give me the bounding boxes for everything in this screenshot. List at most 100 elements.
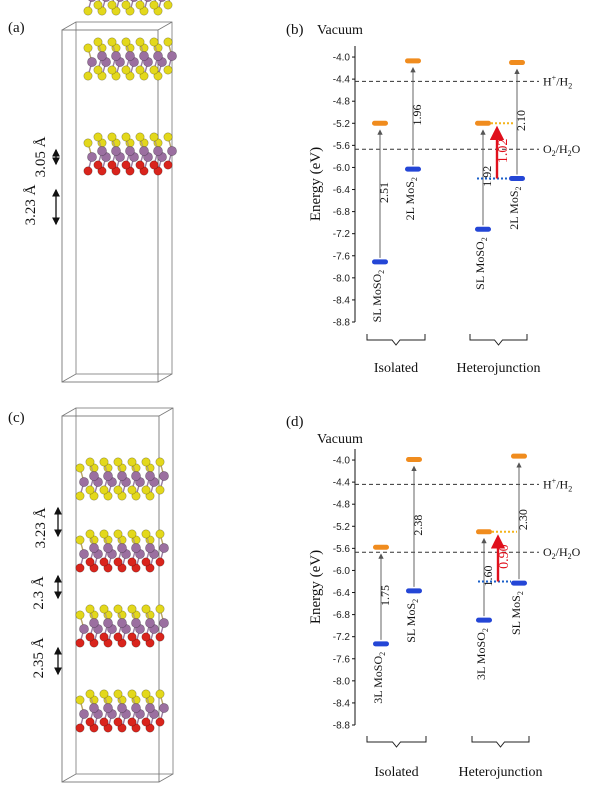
y-tick-label: -8.8 xyxy=(333,721,351,732)
molybdenum-atom xyxy=(117,543,127,553)
sulfur-atom xyxy=(155,457,165,467)
molybdenum-atom xyxy=(79,477,89,487)
sulfur-atom xyxy=(121,132,131,142)
panel-label: (a) xyxy=(8,20,25,36)
material-label: SL MoS2 xyxy=(509,591,525,635)
oxygen-atom xyxy=(127,717,137,727)
bandgap-value: 2.51 xyxy=(377,182,391,203)
sulfur-atom xyxy=(141,457,151,467)
oxygen-atom xyxy=(145,638,155,648)
sulfur-atom xyxy=(139,6,149,16)
unit-cell-edge xyxy=(158,773,174,783)
y-tick-label: -8.4 xyxy=(333,295,351,306)
sulfur-atom xyxy=(99,604,109,614)
unit-cell-edge xyxy=(157,373,173,383)
molybdenum-atom xyxy=(89,543,99,553)
molybdenum-atom xyxy=(125,51,135,61)
sulfur-atom xyxy=(127,485,137,495)
sulfur-atom xyxy=(117,491,127,501)
molybdenum-atom xyxy=(117,618,127,628)
y-tick-label: -5.2 xyxy=(333,522,351,533)
oxygen-atom xyxy=(111,166,121,176)
oxygen-atom xyxy=(89,638,99,648)
molybdenum-atom xyxy=(139,146,149,156)
oxygen-atom xyxy=(145,563,155,573)
material-label: SL MoS2 xyxy=(404,599,420,643)
sulfur-atom xyxy=(113,457,123,467)
y-tick-label: -8.4 xyxy=(333,698,351,709)
y-tick-label: -7.6 xyxy=(333,251,351,262)
structure-panel-c: (c) 3.23 Å 2.3 Å 2.35 Å xyxy=(8,407,174,783)
vbm-level xyxy=(476,617,492,623)
sulfur-atom xyxy=(83,138,93,148)
unit-cell-back xyxy=(75,407,174,775)
oxygen-atom xyxy=(113,632,123,642)
molybdenum-atom xyxy=(111,51,121,61)
y-tick-label: -5.6 xyxy=(333,544,351,555)
oxygen-atom xyxy=(117,723,127,733)
sulfur-atom xyxy=(107,37,117,47)
energy-diagram-d: (d) Vacuum -4.0 -4.4 -4.8 -5.2 -5.6 -6.0 -6.4 -6.… xyxy=(286,414,581,780)
y-tick-label: -6.8 xyxy=(333,610,351,621)
molybdenum-atom xyxy=(89,471,99,481)
oxygen-atom xyxy=(117,563,127,573)
panel-label: (d) xyxy=(286,414,304,430)
molybdenum-atom xyxy=(145,618,155,628)
molybdenum-atom xyxy=(103,543,113,553)
hydrogen-potential-label: H+/H2 xyxy=(543,73,572,90)
sulfur-atom xyxy=(141,529,151,539)
oxygen-atom xyxy=(163,160,173,170)
sulfur-atom xyxy=(149,0,159,10)
sulfur-atom xyxy=(85,689,95,699)
oxygen-atom xyxy=(113,717,123,727)
sulfur-atom xyxy=(113,529,123,539)
vbm-level xyxy=(373,641,389,647)
unit-cell-edge xyxy=(61,373,77,383)
y-tick-label: -6.8 xyxy=(333,207,351,218)
oxygen-atom xyxy=(85,557,95,567)
sulfur-atom xyxy=(135,0,145,10)
oxygen-atom xyxy=(75,638,85,648)
molybdenum-atom xyxy=(117,471,127,481)
sulfur-atom xyxy=(85,604,95,614)
sulfur-atom xyxy=(127,604,137,614)
y-axis-label: Energy (eV) xyxy=(308,147,324,221)
sulfur-atom xyxy=(75,491,85,501)
molybdenum-atom xyxy=(145,471,155,481)
oxygen-atom xyxy=(155,632,165,642)
sulfur-atom xyxy=(97,71,107,81)
sulfur-atom xyxy=(97,6,107,16)
group-label: Isolated xyxy=(374,765,418,780)
oxygen-potential-label: O2/H2O xyxy=(543,545,581,561)
sulfur-atom xyxy=(149,65,159,75)
oxygen-atom xyxy=(139,166,149,176)
bandgap-value: 2.10 xyxy=(514,110,528,131)
oxygen-atom xyxy=(125,166,135,176)
molybdenum-atom xyxy=(89,703,99,713)
oxygen-atom xyxy=(121,160,131,170)
material-label: SL MoSO2 xyxy=(473,237,489,290)
sulfur-atom xyxy=(113,485,123,495)
y-tick-label: -4.0 xyxy=(333,53,351,64)
molybdenum-atom xyxy=(131,703,141,713)
band-offset-value: 0.90 xyxy=(497,544,512,569)
molybdenum-atom xyxy=(87,57,97,67)
molybdenum-atom xyxy=(97,146,107,156)
molybdenum-atom xyxy=(131,618,141,628)
oxygen-atom xyxy=(107,160,117,170)
sulfur-atom xyxy=(75,695,85,705)
vbm-level xyxy=(511,580,527,586)
interlayer-spacing: 2.35 Å xyxy=(31,637,47,678)
sulfur-atom xyxy=(155,529,165,539)
unit-cell-edge xyxy=(61,773,77,783)
structure-panel-a: (a) 3.05 Å 3.23 Å xyxy=(8,0,177,383)
group-brace xyxy=(471,736,530,748)
molybdenum-atom xyxy=(159,703,169,713)
oxygen-potential-label: O2/H2O xyxy=(543,142,581,158)
oxygen-atom xyxy=(103,563,113,573)
sulfur-atom xyxy=(111,71,121,81)
y-tick-label: -4.4 xyxy=(333,478,351,489)
cbm-level xyxy=(405,58,421,64)
oxygen-atom xyxy=(141,632,151,642)
sulfur-atom xyxy=(153,71,163,81)
